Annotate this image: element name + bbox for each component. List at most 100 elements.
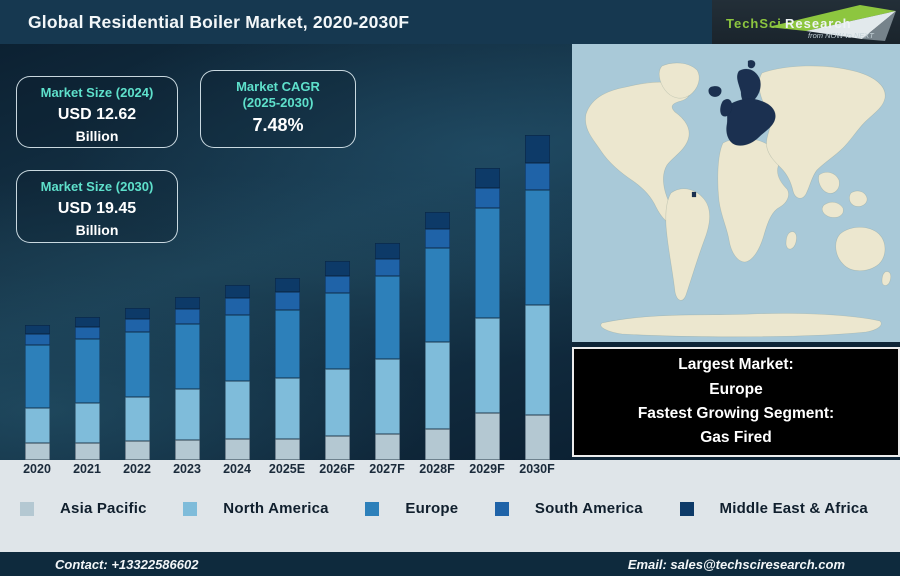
bar-segment-europe	[425, 248, 450, 342]
island-se-asia	[818, 171, 840, 194]
bar-segment-south-america	[225, 298, 250, 315]
bar-segment-asia-pacific	[325, 436, 350, 460]
callout-line: Fastest Growing Segment:	[637, 405, 835, 422]
bar-segment-middle-east-africa	[25, 325, 50, 334]
world-map	[572, 44, 900, 342]
region-europe-uk-highlight	[720, 99, 733, 117]
page-title: Global Residential Boiler Market, 2020-2…	[28, 11, 410, 32]
bar-segment-south-america	[475, 188, 500, 208]
stat-label: Market Size (2024)	[40, 85, 154, 100]
bar-segment-asia-pacific	[375, 434, 400, 460]
bar-segment-europe	[25, 345, 50, 408]
bar-segment-europe	[175, 324, 200, 389]
chart-panel: Market Size (2024) USD 12.62 Billion Mar…	[0, 44, 572, 460]
legend-item-north-america: North America	[183, 500, 329, 517]
bar-segment-south-america	[525, 163, 550, 190]
legend-item-middle-east-africa: Middle East & Africa	[679, 500, 868, 517]
bar-segment-middle-east-africa	[275, 278, 300, 292]
footer: Contact: +13322586602 Email: sales@techs…	[0, 552, 900, 576]
stat-unit: Billion	[75, 128, 119, 145]
island-greenland	[658, 62, 700, 99]
bar-2027F	[375, 243, 400, 460]
bar-segment-asia-pacific	[175, 440, 200, 460]
bar-segment-asia-pacific	[75, 443, 100, 460]
bar-segment-europe	[325, 293, 350, 369]
bar-segment-middle-east-africa	[325, 261, 350, 276]
stat-unit: Billion	[75, 222, 119, 239]
bar-segment-europe	[275, 310, 300, 378]
island-philippines	[849, 190, 868, 207]
bar-segment-europe	[225, 315, 250, 381]
legend-swatch-icon	[494, 501, 509, 516]
x-axis-label-2023: 2023	[173, 462, 201, 476]
map-small-highlight-dot	[691, 191, 697, 198]
legend-label: South America	[534, 500, 643, 517]
bar-segment-north-america	[225, 381, 250, 439]
bar-segment-middle-east-africa	[375, 243, 400, 259]
bar-segment-north-america	[375, 359, 400, 434]
x-axis-label-2027F: 2027F	[369, 462, 405, 476]
x-axis-label-2029F: 2029F	[469, 462, 505, 476]
bar-segment-europe	[475, 208, 500, 318]
bar-segment-asia-pacific	[275, 439, 300, 460]
bar-segment-asia-pacific	[525, 415, 550, 460]
bar-segment-europe	[525, 190, 550, 305]
continent-australia	[835, 226, 886, 272]
stat-value: USD 12.62	[57, 106, 137, 124]
callout-largest-market: Largest Market: Europe Fastest Growing S…	[572, 347, 900, 457]
bar-segment-middle-east-africa	[225, 285, 250, 298]
bar-2029F	[475, 168, 500, 460]
island-new-zealand	[881, 271, 892, 286]
x-axis-label-2030F: 2030F	[519, 462, 555, 476]
logo-tagline: from NOW to NEXT	[808, 31, 875, 40]
bar-segment-europe	[75, 339, 100, 403]
bar-segment-north-america	[275, 378, 300, 439]
legend-item-europe: Europe	[365, 500, 458, 517]
bar-segment-north-america	[125, 397, 150, 441]
legend-swatch-icon	[365, 501, 380, 516]
bar-segment-south-america	[125, 319, 150, 332]
logo-graphic: TechSci Research from NOW to NEXT	[726, 5, 896, 41]
bottom-band: 2020 2021 2022 2023 2024 2025E 2026F 2027F 2028F…	[0, 460, 900, 552]
bar-2028F	[425, 212, 450, 460]
stat-label: Market Size (2030)	[40, 179, 154, 194]
continent-south-america	[665, 188, 710, 301]
callout-line: Gas Fired	[700, 429, 772, 447]
bar-segment-south-america	[325, 276, 350, 293]
bar-2021	[75, 317, 100, 460]
region-europe-svalbard-highlight	[747, 60, 756, 69]
logo-brand-secondary: Research	[785, 16, 852, 31]
x-axis-label-2025E: 2025E	[268, 462, 306, 476]
legend-item-south-america: South America	[494, 500, 643, 517]
bar-segment-north-america	[25, 408, 50, 443]
island-indonesia	[821, 201, 844, 218]
x-axis-label-2021: 2021	[73, 462, 101, 476]
world-map-svg	[572, 44, 900, 342]
bar-segment-south-america	[75, 327, 100, 339]
x-axis-label-2028F: 2028F	[419, 462, 455, 476]
stat-label-line2: (2025-2030)	[242, 95, 314, 111]
logo-arrow-icon	[768, 5, 896, 31]
bar-segment-north-america	[525, 305, 550, 415]
stat-label: Market CAGR	[236, 79, 320, 94]
region-europe-mainland-highlight	[726, 98, 776, 146]
bar-segment-south-america	[375, 259, 400, 276]
bar-2026F	[325, 261, 350, 460]
legend-label: Middle East & Africa	[719, 500, 868, 517]
bar-2022	[125, 308, 150, 460]
legend-swatch-icon	[20, 501, 34, 516]
bar-segment-asia-pacific	[25, 443, 50, 460]
bar-segment-south-america	[425, 229, 450, 248]
bar-segment-europe	[125, 332, 150, 397]
legend-item-asia-pacific: Asia Pacific	[20, 500, 147, 517]
logo-arrow-icon	[806, 11, 896, 39]
logo-brand-primary: TechSci	[726, 16, 782, 31]
bar-segment-asia-pacific	[475, 413, 500, 460]
bar-segment-south-america	[175, 309, 200, 324]
bar-segment-north-america	[425, 342, 450, 429]
bar-segment-north-america	[75, 403, 100, 443]
legend-label: Asia Pacific	[60, 500, 147, 517]
bar-2030F	[525, 135, 550, 460]
bar-segment-north-america	[475, 318, 500, 413]
